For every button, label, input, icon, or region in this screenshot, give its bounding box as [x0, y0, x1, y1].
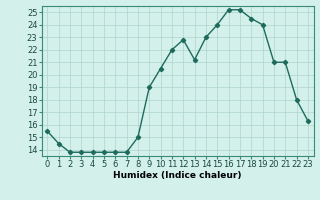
- X-axis label: Humidex (Indice chaleur): Humidex (Indice chaleur): [113, 171, 242, 180]
